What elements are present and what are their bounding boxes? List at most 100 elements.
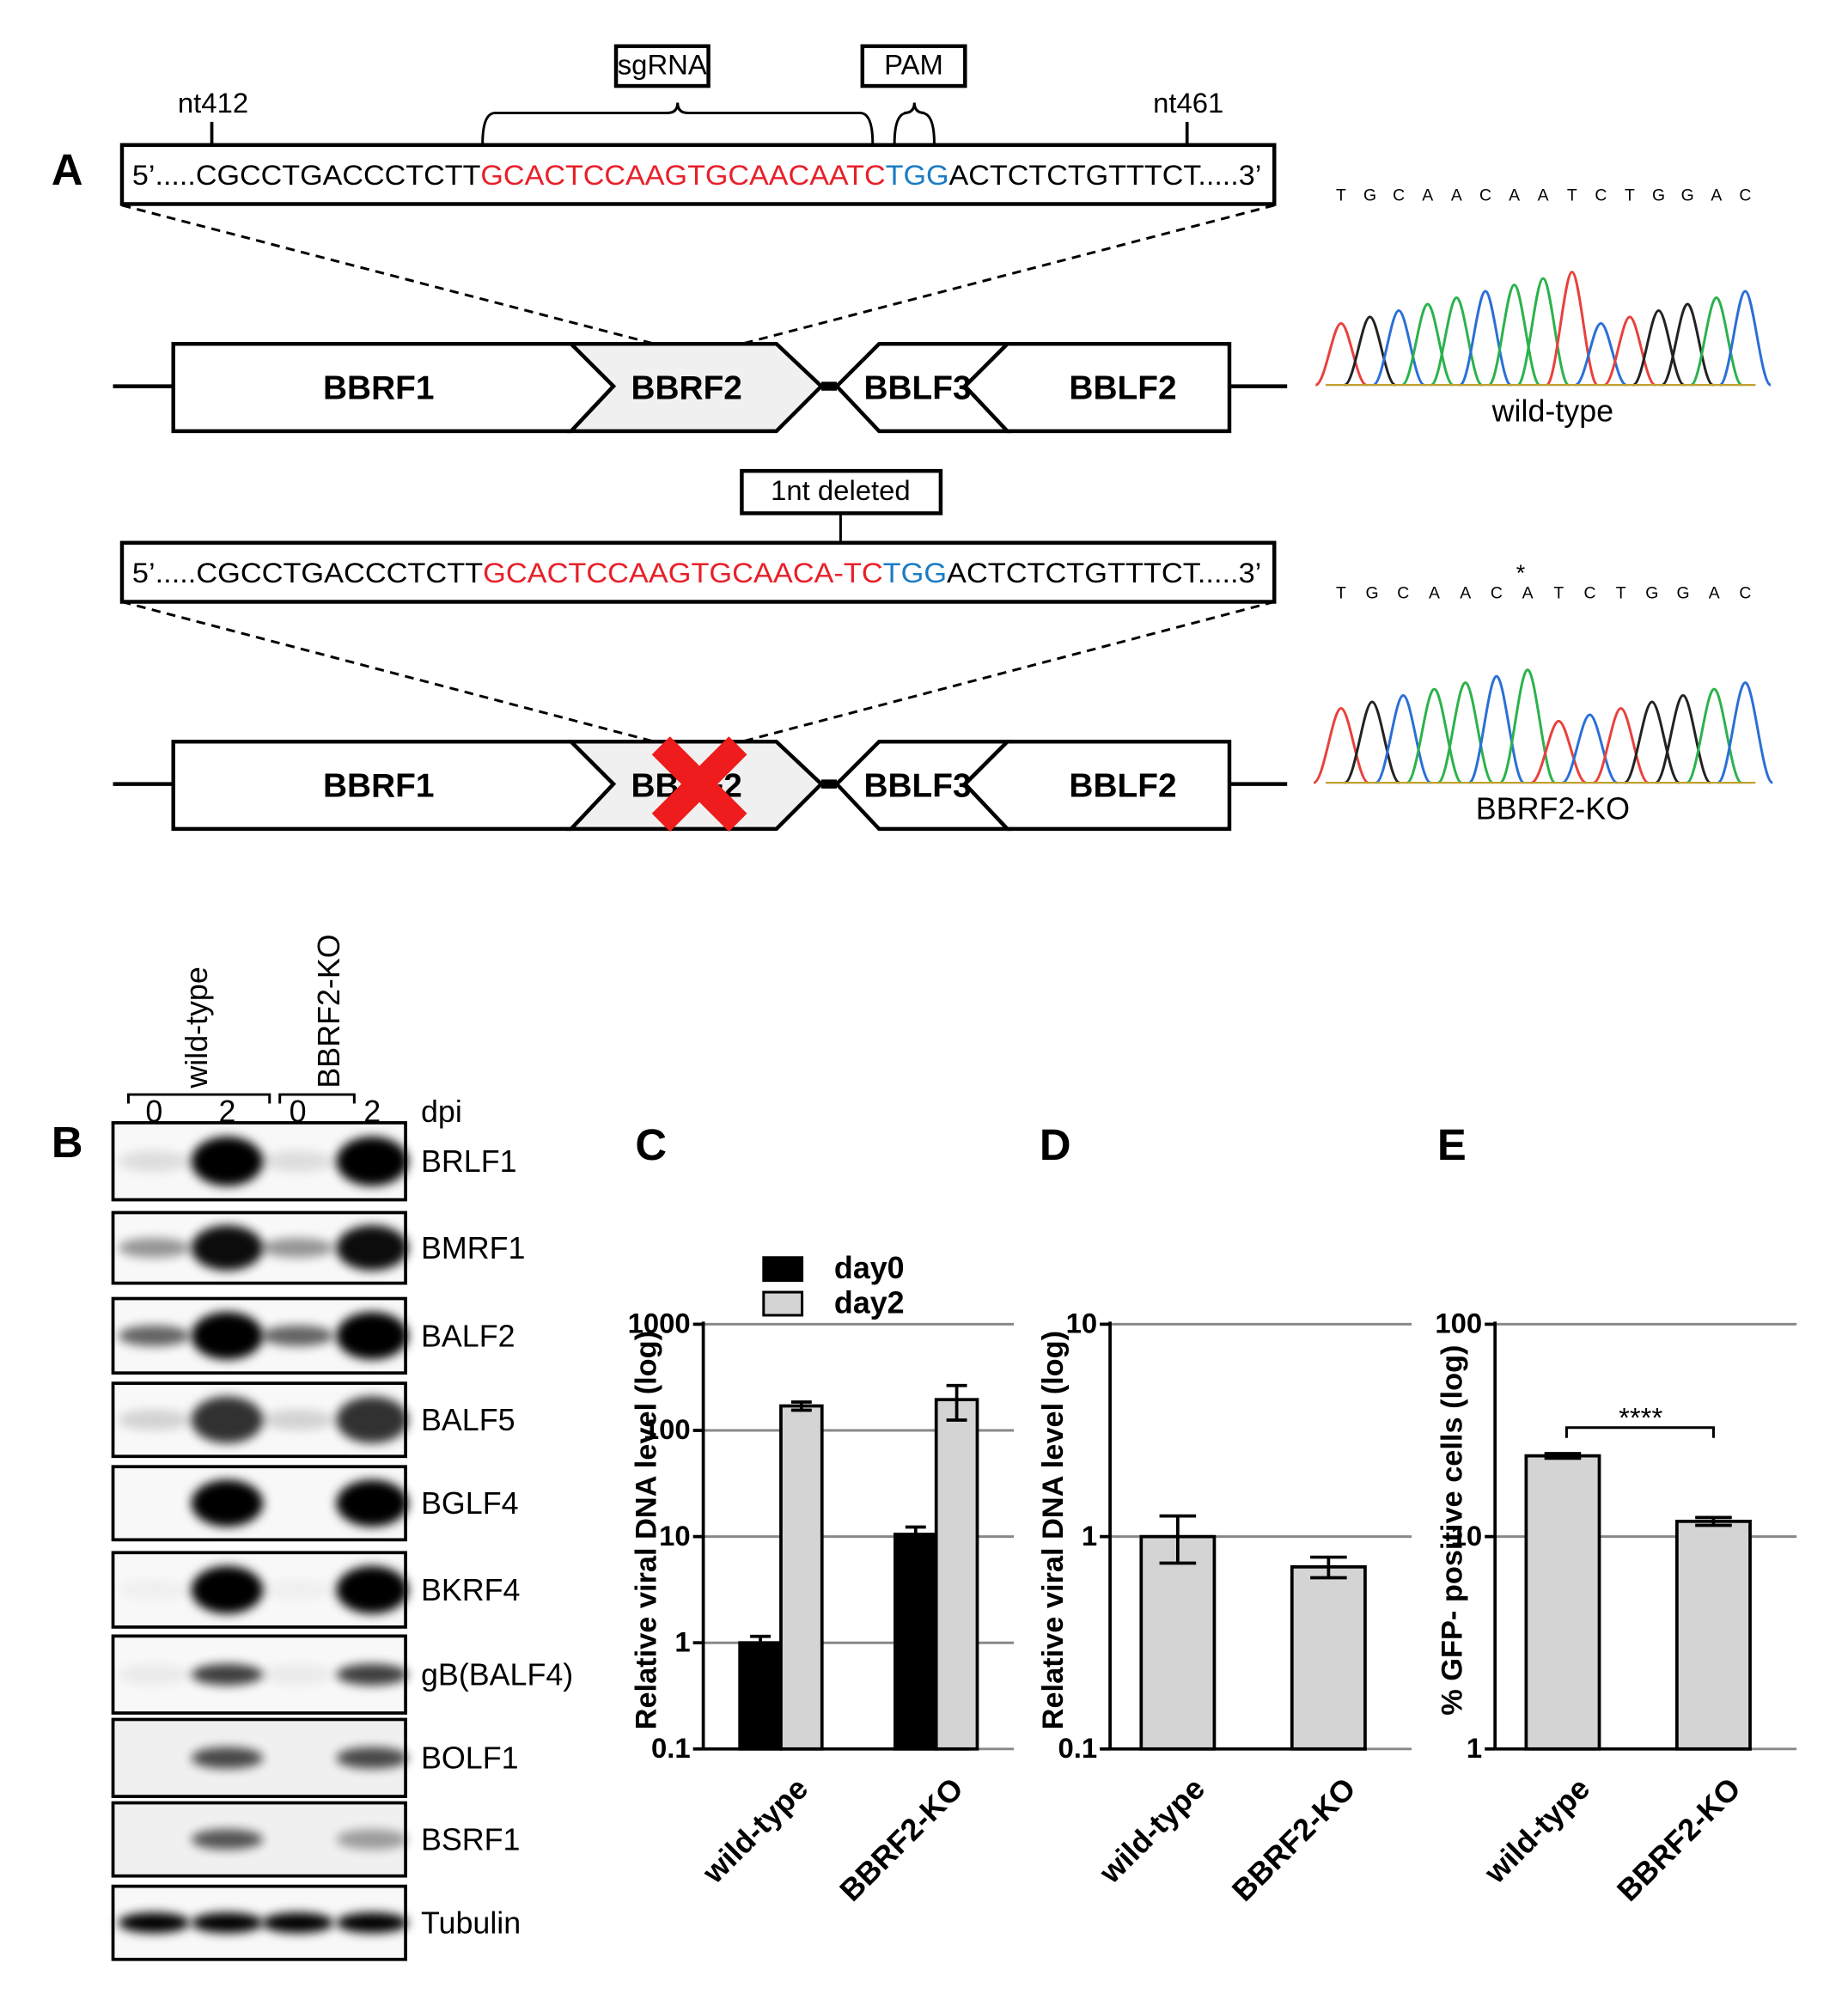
trace-peak	[1344, 700, 1400, 784]
y-tick-label: 0.1	[1058, 1732, 1097, 1764]
gene-label: BBRF2	[631, 369, 741, 406]
trace-peak	[1372, 308, 1425, 387]
panel-label: E	[1437, 1120, 1467, 1169]
panel-label: C	[635, 1120, 667, 1169]
trace-peak	[1718, 290, 1772, 387]
sequence-segment: ACTCTCTGTTTCT.....3’	[947, 557, 1261, 588]
blot-band	[336, 1225, 409, 1271]
base-call: A	[1429, 584, 1440, 603]
blot-band	[261, 1150, 334, 1173]
base-call: T	[1625, 186, 1635, 205]
base-call: G	[1645, 584, 1658, 603]
trace-label: wild-type	[1491, 393, 1613, 428]
protein-label: BMRF1	[421, 1231, 525, 1265]
zoom-line	[741, 601, 1275, 743]
zoom-line	[741, 204, 1275, 345]
brace	[481, 102, 875, 144]
blot-band	[336, 1747, 409, 1769]
blot-band	[118, 1325, 191, 1346]
gene-label: BBRF1	[323, 767, 434, 804]
protein-label: gB(BALF4)	[421, 1658, 573, 1692]
gene-arrow	[566, 342, 825, 434]
trace-peak	[1487, 284, 1541, 387]
trace-peak	[1436, 681, 1495, 784]
trace-peak	[1575, 321, 1627, 387]
protein-label: BGLF4	[421, 1486, 519, 1521]
blot-band	[118, 1238, 191, 1259]
significance-label: ****	[1619, 1401, 1662, 1433]
bar	[894, 1533, 938, 1751]
trace-peak	[1624, 700, 1680, 784]
base-call: T	[1567, 186, 1577, 205]
trace-peak	[1516, 277, 1570, 387]
y-tick-label: 1	[1082, 1520, 1097, 1552]
legend-swatch	[762, 1256, 804, 1283]
lane-label: 2	[218, 1094, 235, 1129]
sequence-segment: TGG	[883, 557, 947, 588]
base-call: A	[1709, 584, 1720, 603]
protein-label: BOLF1	[421, 1741, 519, 1776]
gene-label: BBLF2	[1069, 369, 1176, 406]
marker: *	[1516, 560, 1526, 586]
significance-bracket	[1564, 1426, 1715, 1438]
zoom-line	[121, 204, 656, 345]
protein-label: BALF5	[421, 1403, 515, 1437]
bar	[1675, 1519, 1752, 1751]
base-call: T	[1553, 584, 1564, 603]
blot-band	[336, 1829, 409, 1850]
nt-label: nt461	[1153, 87, 1223, 119]
y-tick-label: 0.1	[651, 1732, 691, 1764]
blot-band	[118, 1409, 191, 1430]
blot-band	[191, 1912, 264, 1934]
base-call: C	[1491, 584, 1503, 603]
sequence: 5’.....CGCCTGACCCTCTT GCACTCCAAGTGCAACA-T…	[132, 557, 1261, 588]
error-bar	[1159, 1514, 1197, 1565]
trace-peak	[1467, 674, 1526, 784]
label-box	[740, 468, 943, 515]
sequence-segment: GCACTCCAAGTGCAACA-TC	[483, 557, 883, 588]
error-bar	[750, 1634, 772, 1652]
trace-peak	[1545, 271, 1599, 387]
blot-band	[191, 1137, 264, 1186]
error-bar	[905, 1525, 926, 1545]
base-call: T	[1336, 186, 1346, 205]
base-call: G	[1676, 584, 1689, 603]
nt-label: nt412	[178, 87, 248, 119]
lane-label: 0	[145, 1094, 162, 1129]
x-tick-label: wild-type	[695, 1771, 814, 1891]
blot-band	[191, 1396, 264, 1443]
bar	[779, 1404, 824, 1751]
trace-peak	[1632, 308, 1685, 387]
blot-band	[261, 1663, 334, 1686]
x-tick-label: BBRF2-KO	[833, 1771, 970, 1908]
gene-label: BBRF1	[323, 369, 434, 406]
trace-peak	[1458, 290, 1512, 387]
base-call: G	[1366, 584, 1379, 603]
base-call: A	[1522, 584, 1534, 603]
sgrna-label: sgRNA	[618, 48, 707, 80]
knockout-cross-outline	[653, 738, 746, 830]
blot-band	[118, 1663, 191, 1686]
trace-label: BBRF2-KO	[1476, 791, 1630, 826]
base-call: T	[1336, 584, 1346, 603]
blot-band	[336, 1312, 409, 1360]
blot-band	[336, 1565, 409, 1614]
y-axis-label: Relative viral DNA level (log)	[630, 1331, 662, 1729]
trace-peak	[1686, 687, 1742, 784]
blot-band	[191, 1479, 264, 1527]
base-call: C	[1393, 186, 1405, 205]
trace-peak	[1530, 719, 1587, 784]
base-call: A	[1509, 186, 1520, 205]
trace-peak	[1690, 296, 1743, 387]
trace-peak	[1661, 302, 1714, 387]
base-call: G	[1363, 186, 1376, 205]
y-tick-label: 10	[659, 1520, 691, 1552]
legend-label: day0	[834, 1251, 905, 1285]
base-call: C	[1739, 584, 1751, 603]
x-tick-label: BBRF2-KO	[1611, 1771, 1747, 1908]
blot-band	[261, 1409, 334, 1430]
error-bar	[790, 1400, 812, 1412]
base-call: T	[1616, 584, 1626, 603]
lane-label: 0	[290, 1094, 307, 1129]
sequence-segment: 5’.....CGCCTGACCCTCTT	[132, 159, 480, 191]
